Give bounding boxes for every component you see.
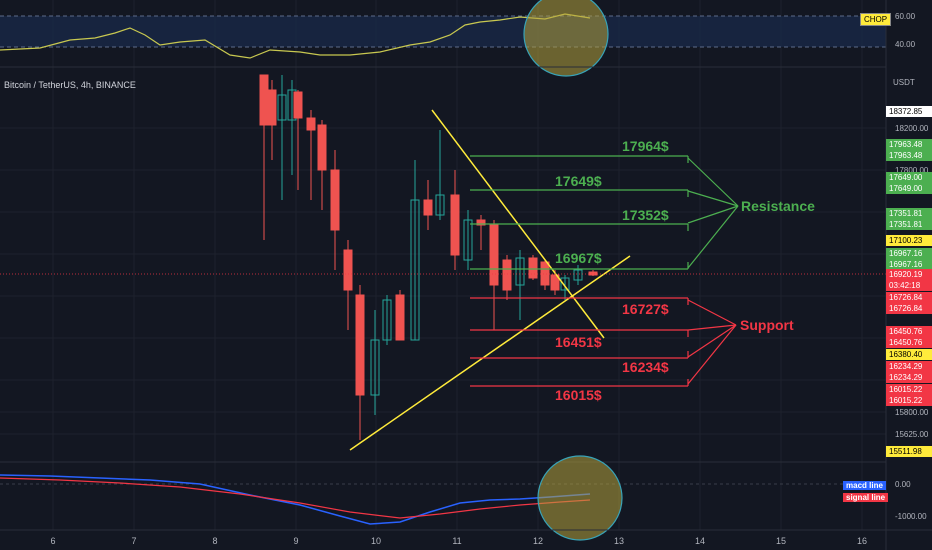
resistance-level-label: 16967$: [555, 250, 602, 266]
price-tick: 15800.00: [895, 408, 929, 417]
macd-level-0: 0.00: [895, 480, 911, 489]
candle-body: [489, 224, 499, 286]
time-axis-label: 14: [694, 536, 706, 546]
candle-body: [476, 219, 486, 226]
candle-body: [395, 294, 405, 341]
time-axis-label: 10: [370, 536, 382, 546]
time-axis-label: 16: [856, 536, 868, 546]
candle-body: [370, 339, 380, 396]
price-tag: 16920.19: [886, 269, 932, 280]
macd-pane: [0, 455, 886, 541]
price-tag: 16726.84: [886, 303, 932, 314]
price-tag: 16015.22: [886, 395, 932, 406]
chop-pane: [0, 0, 886, 77]
candle-body: [267, 89, 277, 126]
candle-body: [330, 169, 340, 231]
signal-legend[interactable]: signal line: [843, 493, 889, 502]
candle-body: [540, 261, 550, 286]
candle-body: [435, 194, 445, 216]
price-tick: 18200.00: [895, 124, 929, 133]
signal-line: [0, 477, 591, 519]
candle-body: [573, 269, 583, 281]
price-tag: 03:42:18: [886, 280, 932, 291]
macd-line: [0, 474, 591, 525]
candle-body: [317, 124, 327, 171]
axis-unit[interactable]: USDT: [893, 78, 915, 87]
candle-body: [355, 294, 365, 396]
candle-body: [259, 74, 269, 126]
time-axis-label: 12: [532, 536, 544, 546]
price-tag: 16015.22: [886, 384, 932, 395]
candle-body: [560, 277, 570, 291]
time-axis-label: 13: [613, 536, 625, 546]
price-tag: 17963.48: [886, 150, 932, 161]
price-tag: 18372.85: [886, 106, 932, 117]
price-tick: 17800.00: [895, 166, 929, 175]
support-level-label: 16451$: [555, 334, 602, 350]
candle-body: [550, 274, 560, 291]
chop-badge[interactable]: CHOP: [860, 13, 892, 26]
candle-body: [293, 91, 303, 119]
resistance-label: Resistance: [741, 198, 815, 214]
candle-body: [277, 94, 287, 121]
support-label: Support: [740, 317, 794, 333]
price-tag: 16967.16: [886, 248, 932, 259]
support-level-label: 16234$: [622, 359, 669, 375]
time-axis-label: 15: [775, 536, 787, 546]
candle-body: [450, 194, 460, 256]
price-tag: 16234.29: [886, 361, 932, 372]
chop-line: [0, 13, 591, 59]
candle-body: [515, 257, 525, 286]
ascending-trendline: [349, 255, 631, 451]
time-axis-label: 7: [131, 536, 137, 546]
candle-body: [306, 117, 316, 131]
macd-legend[interactable]: macd line: [843, 481, 886, 490]
price-tag: 17649.00: [886, 183, 932, 194]
candle-body: [502, 259, 512, 291]
price-tag: 17963.48: [886, 139, 932, 150]
price-tag: 15511.98: [886, 446, 932, 457]
time-axis-label: 6: [50, 536, 56, 546]
candle-body: [343, 249, 353, 291]
grid: [0, 0, 886, 530]
price-tag: 16450.76: [886, 337, 932, 348]
price-tag: 16967.16: [886, 259, 932, 270]
support-level-label: 16727$: [622, 301, 669, 317]
macd-level-neg1000: -1000.00: [895, 512, 927, 521]
candle-body: [463, 219, 473, 261]
price-tag: 17649.00: [886, 172, 932, 183]
resistance-level-label: 17352$: [622, 207, 669, 223]
symbol-title: Bitcoin / TetherUS, 4h, BINANCE: [4, 80, 136, 90]
price-tag: 16726.84: [886, 292, 932, 303]
time-axis-label: 11: [452, 536, 462, 546]
support-level-label: 16015$: [555, 387, 602, 403]
time-axis-label: 9: [293, 536, 299, 546]
price-tag: 16380.40: [886, 349, 932, 360]
time-axis-label: 8: [212, 536, 218, 546]
price-tag: 16450.76: [886, 326, 932, 337]
chop-highlight-circle: [523, 0, 609, 77]
candle-body: [382, 299, 392, 341]
candle-body: [528, 257, 538, 279]
candle-body: [410, 199, 420, 341]
price-tick: 15625.00: [895, 430, 929, 439]
candle-body: [588, 271, 598, 276]
chop-level-60: 60.00: [895, 12, 916, 21]
resistance-level-label: 17649$: [555, 173, 602, 189]
price-tag: 17100.23: [886, 235, 932, 246]
resistance-level-label: 17964$: [622, 138, 669, 154]
support-levels: [470, 297, 737, 387]
price-tag: 17351.81: [886, 219, 932, 230]
price-tag: 16234.29: [886, 372, 932, 383]
chop-level-40: 40.00: [895, 40, 916, 49]
candlestick-series: [259, 74, 598, 440]
candle-body: [423, 199, 433, 216]
resistance-levels: [470, 155, 739, 270]
macd-highlight-circle: [537, 455, 623, 541]
price-tag: 17351.81: [886, 208, 932, 219]
